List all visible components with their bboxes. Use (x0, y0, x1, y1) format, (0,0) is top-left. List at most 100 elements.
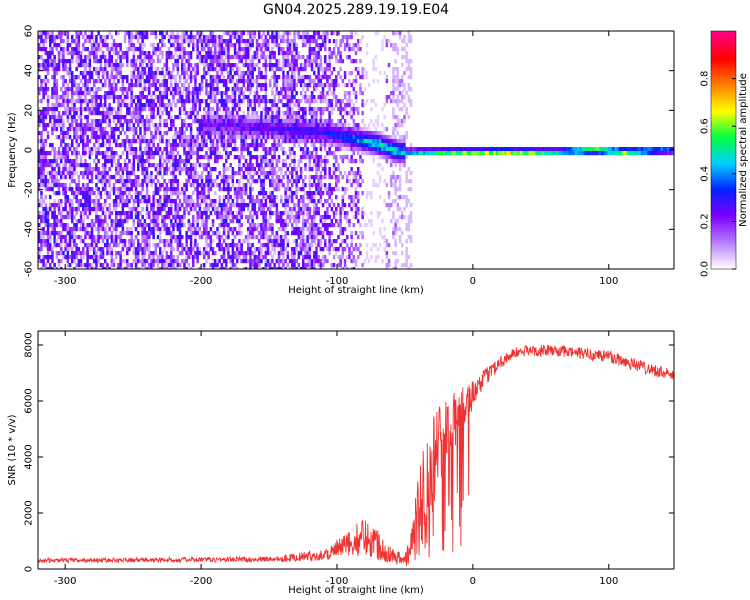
spectrogram-cell (203, 111, 206, 116)
spectrogram-cell (306, 191, 309, 196)
spectrogram-cell (295, 139, 298, 144)
spectrogram-cell (38, 203, 41, 208)
spectrogram-cell (121, 243, 125, 248)
spectrogram-cell (165, 239, 169, 244)
spectrogram-cell (304, 59, 307, 64)
spectrogram-cell (282, 159, 285, 164)
spectrogram-cell (200, 47, 204, 52)
spectrogram-cell (49, 207, 52, 212)
spectrogram-cell (90, 255, 94, 260)
spectrogram-cell (200, 99, 204, 104)
spectrogram-cell (141, 107, 144, 112)
spectrogram-cell (150, 43, 153, 48)
spectrogram-cell (121, 151, 125, 156)
spectrogram-cell (297, 179, 301, 184)
spectrogram-cell (123, 75, 127, 80)
spectrogram-cell (233, 87, 237, 92)
spectrogram-cell (238, 171, 241, 176)
spectrogram-cell (46, 223, 50, 228)
spectrogram-cell (53, 35, 56, 40)
spectrogram-cell (247, 227, 250, 232)
spectrogram-cell (275, 143, 279, 148)
spectrogram-cell (148, 179, 151, 184)
spectrogram-cell (55, 127, 59, 132)
spectrogram-cell (66, 135, 70, 140)
spectrogram-cell (163, 239, 166, 244)
spectrogram-cell (216, 243, 219, 248)
spectrogram-cell (205, 59, 208, 64)
spectrogram-cell (145, 235, 149, 240)
spectrogram-cell (170, 267, 173, 269)
spectrogram-cell (79, 107, 83, 112)
spectrogram-cell (286, 47, 290, 52)
spectrogram-cell (139, 51, 142, 56)
spectrogram-cell (209, 87, 213, 92)
spectrogram-cell (82, 75, 85, 80)
spectrogram-cell (205, 179, 208, 184)
spectrogram-cell (304, 143, 307, 148)
spectrogram-cell (110, 83, 114, 88)
spectrogram-cell (207, 203, 210, 208)
spectrogram-cell (233, 107, 237, 112)
spectrogram-cell (40, 239, 43, 244)
spectrogram-cell (247, 67, 250, 72)
spectrogram-cell (128, 231, 131, 236)
spectrogram-cell (110, 147, 114, 152)
spectrogram-cell (302, 107, 305, 112)
spectrogram-cell (106, 247, 109, 252)
spectrogram-cell (258, 119, 261, 124)
spectrogram-cell (60, 235, 63, 240)
spectrogram-cell (262, 223, 265, 228)
spectrogram-cell (269, 119, 272, 124)
spectrogram-cell (214, 211, 217, 216)
spectrogram-cell (306, 131, 309, 136)
spectrogram-cell (46, 231, 50, 236)
spectrogram-cell (66, 223, 70, 228)
spectrogram-cell (132, 107, 136, 112)
spectrogram-cell (128, 87, 131, 92)
spectrogram-cell (57, 171, 61, 176)
spectrogram-cell (130, 187, 133, 192)
spectrogram-cell (57, 235, 61, 240)
spectrogram-cell (93, 251, 96, 256)
spectrogram-cell (273, 55, 276, 60)
spectrogram-cell (97, 47, 100, 52)
spectrogram-cell (187, 83, 191, 88)
spectrogram-cell (112, 95, 116, 100)
spectrogram-cell (82, 251, 85, 256)
spectrogram-cell (306, 55, 309, 60)
spectrogram-cell (194, 35, 197, 40)
spectrogram-cell (110, 95, 114, 100)
spectrogram-cell (207, 119, 210, 124)
spectrogram-cell (192, 231, 195, 236)
spectrogram-cell (40, 155, 43, 160)
spectrogram-cell (104, 175, 107, 180)
spectrogram-cell (200, 75, 204, 80)
spectrogram-cell (68, 75, 72, 80)
spectrogram-cell (49, 55, 52, 60)
spectrogram-cell (189, 167, 193, 172)
spectrogram-cell (143, 151, 147, 156)
spectrogram-cell (95, 207, 98, 212)
spectrogram-cell (95, 167, 98, 172)
spectrogram-cell (165, 167, 169, 172)
spectrogram-cell (209, 151, 213, 156)
spectrogram-cell (117, 159, 120, 164)
spectrogram-cell (46, 107, 50, 112)
spectrogram-cell (46, 207, 50, 212)
spectrogram-cell (150, 55, 153, 60)
spectrogram-cell (159, 255, 162, 260)
spectrogram-cell (225, 195, 228, 200)
spectrogram-cell (227, 151, 230, 156)
spectrogram-cell (55, 159, 59, 164)
spectrogram-cell (255, 195, 259, 200)
spectrogram-cell (291, 159, 294, 164)
spectrogram-cell (68, 99, 72, 104)
spectrogram-cell (238, 123, 241, 128)
spectrogram-cell (159, 211, 162, 216)
spectrogram-cell (46, 171, 50, 176)
spectrogram-cell (101, 175, 105, 180)
spectrogram-cell (77, 35, 81, 40)
spectrogram-cell (55, 87, 59, 92)
spectrogram-cell (108, 183, 111, 188)
